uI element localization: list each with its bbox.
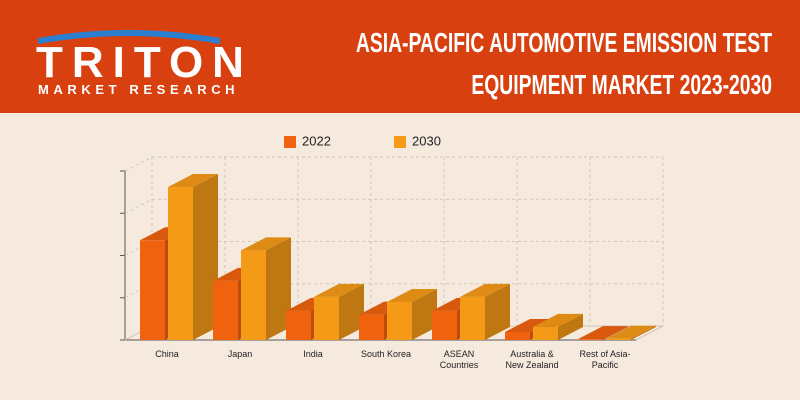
bar bbox=[140, 240, 165, 340]
legend-label: 2030 bbox=[412, 133, 441, 148]
bar-top bbox=[241, 237, 291, 251]
bar-top bbox=[387, 288, 437, 302]
bar bbox=[168, 187, 193, 340]
bar-top bbox=[533, 313, 583, 327]
bar bbox=[286, 310, 311, 340]
x-tick-label: China bbox=[155, 349, 179, 359]
x-tick-label: Australia & New Zealand bbox=[505, 349, 559, 370]
x-tick-label: Rest of Asia-Pacific bbox=[579, 349, 631, 370]
bar-top bbox=[606, 325, 656, 339]
bar-side bbox=[558, 313, 583, 340]
bar bbox=[241, 250, 266, 340]
bar bbox=[578, 339, 603, 340]
legend-label: 2022 bbox=[302, 133, 331, 148]
grid-line-depth bbox=[124, 198, 153, 214]
legend-swatch bbox=[394, 136, 406, 148]
x-tick-label: South Korea bbox=[360, 349, 412, 359]
bar bbox=[505, 331, 530, 340]
x-tick-label: India bbox=[303, 349, 323, 359]
x-tick-label: ASEAN Countries bbox=[439, 349, 479, 370]
chart-title: ASIA-PACIFIC AUTOMOTIVE EMISSION TEST EQ… bbox=[355, 27, 772, 100]
bar-top bbox=[314, 283, 364, 297]
bar-side bbox=[485, 283, 510, 340]
header: TRITON MARKET RESEARCH ASIA-PACIFIC AUTO… bbox=[0, 0, 800, 113]
bar-top bbox=[168, 174, 218, 188]
bar-side bbox=[603, 326, 628, 340]
bar bbox=[387, 301, 412, 340]
x-tick-label: Japan bbox=[227, 349, 253, 359]
bar-side bbox=[412, 288, 437, 340]
bar-side bbox=[266, 237, 291, 340]
bar-top bbox=[578, 326, 628, 340]
bar bbox=[314, 296, 339, 340]
bar-top bbox=[460, 283, 510, 297]
grid-line-depth bbox=[124, 156, 153, 172]
bar bbox=[359, 314, 384, 340]
bar-side bbox=[339, 283, 364, 340]
legend-swatch bbox=[284, 136, 296, 148]
logo-arc bbox=[38, 30, 220, 44]
bar bbox=[606, 338, 631, 340]
bar bbox=[213, 280, 238, 340]
bar-side bbox=[631, 325, 656, 340]
bar bbox=[533, 326, 558, 340]
bar bbox=[432, 310, 457, 340]
logo-name: TRITON bbox=[36, 38, 253, 87]
bar-side bbox=[193, 174, 218, 340]
bar bbox=[460, 296, 485, 340]
logo-tagline: MARKET RESEARCH bbox=[38, 82, 240, 97]
